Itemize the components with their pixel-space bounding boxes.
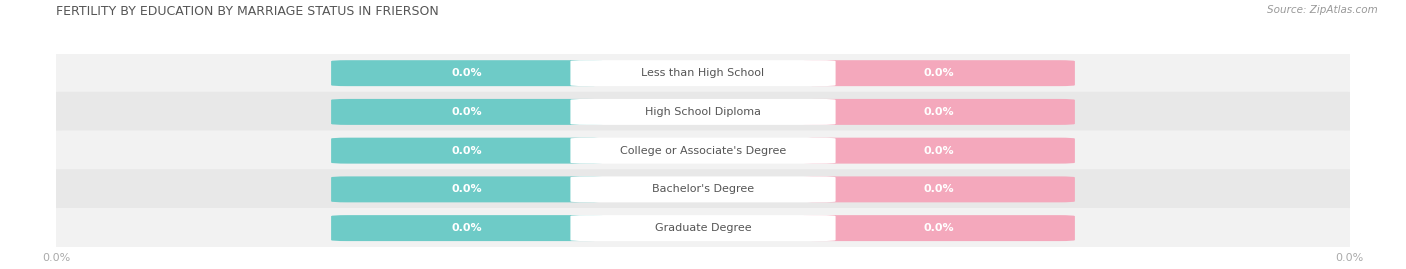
FancyBboxPatch shape [571,99,835,125]
FancyBboxPatch shape [571,215,835,241]
Text: 0.0%: 0.0% [451,146,482,156]
FancyBboxPatch shape [37,53,1369,93]
Text: 0.0%: 0.0% [451,223,482,233]
Text: Graduate Degree: Graduate Degree [655,223,751,233]
FancyBboxPatch shape [37,130,1369,171]
Text: 0.0%: 0.0% [924,146,955,156]
FancyBboxPatch shape [571,138,835,164]
FancyBboxPatch shape [332,215,603,241]
Text: High School Diploma: High School Diploma [645,107,761,117]
Text: FERTILITY BY EDUCATION BY MARRIAGE STATUS IN FRIERSON: FERTILITY BY EDUCATION BY MARRIAGE STATU… [56,5,439,18]
FancyBboxPatch shape [571,176,835,202]
Text: 0.0%: 0.0% [451,184,482,194]
FancyBboxPatch shape [37,208,1369,248]
FancyBboxPatch shape [332,60,603,86]
FancyBboxPatch shape [37,92,1369,132]
Text: 0.0%: 0.0% [451,68,482,78]
Text: Bachelor's Degree: Bachelor's Degree [652,184,754,194]
FancyBboxPatch shape [332,138,603,164]
FancyBboxPatch shape [332,176,603,202]
FancyBboxPatch shape [803,138,1076,164]
Text: Source: ZipAtlas.com: Source: ZipAtlas.com [1267,5,1378,15]
FancyBboxPatch shape [803,215,1076,241]
FancyBboxPatch shape [332,99,603,125]
Text: 0.0%: 0.0% [924,68,955,78]
Text: 0.0%: 0.0% [451,107,482,117]
FancyBboxPatch shape [37,169,1369,210]
FancyBboxPatch shape [803,176,1076,202]
Text: 0.0%: 0.0% [924,223,955,233]
FancyBboxPatch shape [571,60,835,86]
Text: Less than High School: Less than High School [641,68,765,78]
Text: College or Associate's Degree: College or Associate's Degree [620,146,786,156]
FancyBboxPatch shape [803,99,1076,125]
Text: 0.0%: 0.0% [924,107,955,117]
FancyBboxPatch shape [803,60,1076,86]
Text: 0.0%: 0.0% [924,184,955,194]
